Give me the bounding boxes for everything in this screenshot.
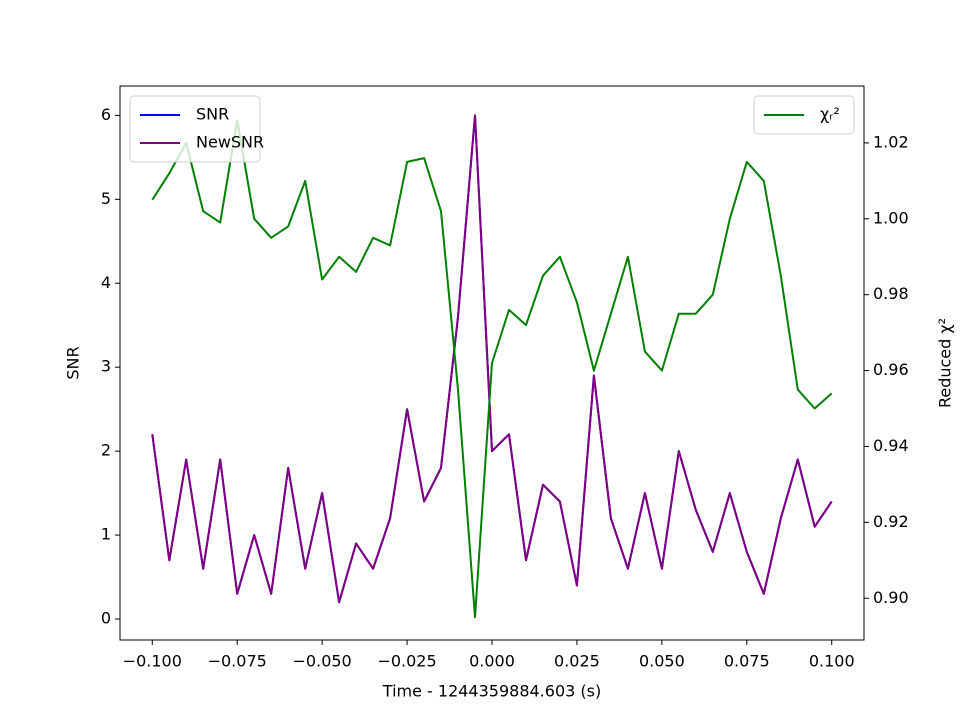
x-tick-label: −0.025 <box>377 652 436 671</box>
x-tick-label: −0.100 <box>123 652 182 671</box>
y-tick-label: 1 <box>101 525 111 544</box>
y-tick-label: 3 <box>101 357 111 376</box>
y2-axis-label: Reduced χ² <box>936 318 955 408</box>
x-tick-label: −0.050 <box>293 652 352 671</box>
y-tick-label: 0 <box>101 609 111 628</box>
x-tick-label: 0.025 <box>554 652 600 671</box>
y-tick-label: 4 <box>101 273 111 292</box>
series-line <box>151 119 833 619</box>
y2-tick-label: 0.94 <box>873 436 909 455</box>
y2-tick-label: 1.02 <box>873 132 909 151</box>
y-tick-label: 5 <box>101 189 111 208</box>
y-tick-label: 2 <box>101 441 111 460</box>
x-tick-label: 0.075 <box>724 652 770 671</box>
plot-frame <box>119 85 865 641</box>
y-axis-label: SNR <box>64 346 83 379</box>
y2-tick-label: 1.00 <box>873 208 909 227</box>
legend-label: NewSNR <box>196 133 264 152</box>
y2-tick-label: 0.92 <box>873 512 909 531</box>
x-tick-label: 0.050 <box>639 652 685 671</box>
y2-tick-label: 0.90 <box>873 588 909 607</box>
x-axis-label: Time - 1244359884.603 (s) <box>382 682 601 701</box>
x-tick-label: −0.075 <box>208 652 267 671</box>
legend-box <box>129 95 261 163</box>
legend-label: χᵣ² <box>820 105 840 124</box>
y-tick-label: 6 <box>101 105 111 124</box>
x-tick-label: 0.100 <box>809 652 855 671</box>
y2-tick-label: 0.96 <box>873 360 909 379</box>
y2-tick-label: 0.98 <box>873 284 909 303</box>
x-tick-label: 0.000 <box>469 652 515 671</box>
series-line <box>151 114 833 604</box>
legend-label: SNR <box>196 105 229 124</box>
